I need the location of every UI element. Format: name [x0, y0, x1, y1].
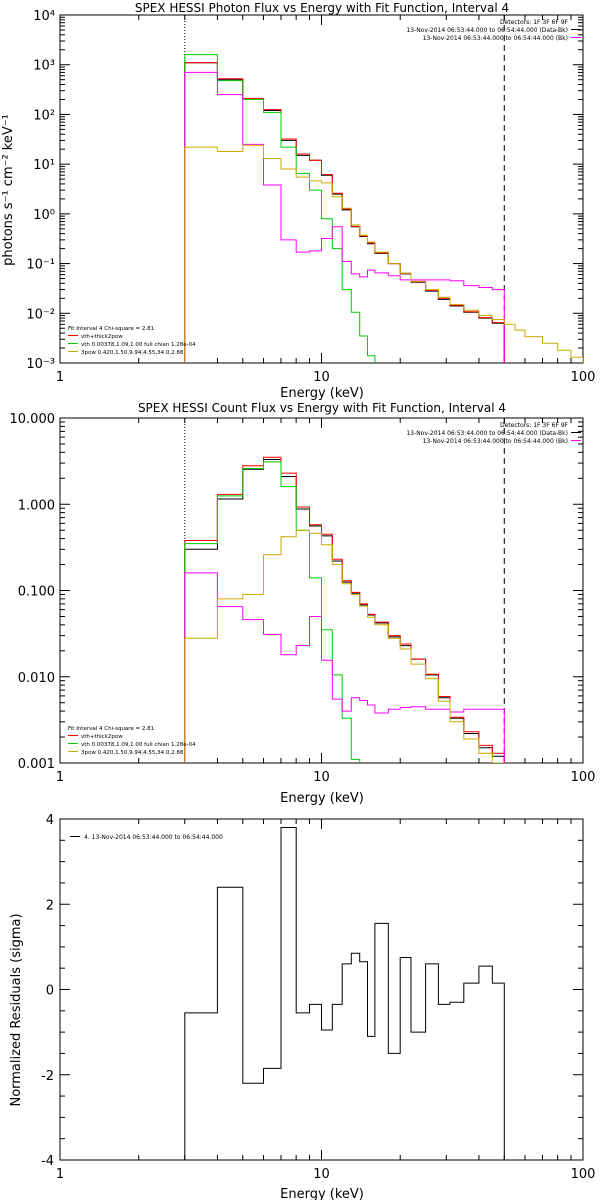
series-line-2 — [184, 461, 361, 763]
photon-flux-y-axis-label: photons s⁻¹ cm⁻² keV⁻¹ — [1, 114, 16, 266]
y-tick-label: 10⁰ — [33, 208, 55, 223]
photon-flux-x-axis-label: Energy (keV) — [280, 386, 364, 401]
topright-legend-label: 13-Nov-2014 06:53:44.000 to 06:54:44.000… — [423, 35, 568, 42]
residuals-x-axis-label: Energy (keV) — [280, 1187, 364, 1200]
y-tick-label: 2 — [46, 898, 54, 913]
y-tick-label: -4 — [41, 1154, 54, 1169]
topright-legend-label: 13-Nov-2014 06:53:44.000 to 06:54:44.000… — [406, 430, 568, 437]
photon-flux-title: SPEX HESSI Photon Flux vs Energy with Fi… — [135, 1, 509, 15]
bottomleft-legend-label: vth+thick2pow — [81, 334, 123, 340]
series-line-1 — [184, 62, 505, 363]
series-line-4 — [184, 144, 583, 363]
series-line-2 — [184, 54, 376, 363]
x-tick-label: 10 — [313, 370, 330, 385]
y-tick-label: 10⁴ — [33, 9, 55, 24]
series-line-4 — [184, 529, 505, 763]
x-tick-label: 1 — [56, 370, 64, 385]
x-tick-label: 10 — [313, 770, 330, 785]
bottomleft-legend-label: vth 0.00378,1.09,1.00 full chian 1.28e-0… — [81, 342, 196, 348]
photon-flux-plot-area: 1 10 100 10⁻³ 10⁻² 10⁻¹ 10⁰ 10¹ 10² 10³ 10⁴ Detecto… — [26, 9, 595, 385]
x-tick-label: 1 — [56, 1167, 64, 1182]
topright-legend-label: 13-Nov-2014 06:53:44.000 to 06:54:44.000… — [406, 27, 568, 34]
topright-legend-label: 13-Nov-2014 06:53:44.000 to 06:54:44.000… — [423, 438, 568, 445]
y-tick-label: 0 — [46, 984, 54, 999]
y-tick-label: -2 — [41, 1069, 54, 1084]
y-tick-label: 0.001 — [18, 757, 55, 772]
y-tick-label: 10⁻¹ — [26, 258, 55, 273]
count-flux-panel: SPEX HESSI Count Flux vs Energy with Fit… — [10, 401, 596, 806]
x-tick-label: 100 — [571, 770, 596, 785]
y-tick-label: 10⁻² — [26, 307, 55, 322]
bottomleft-legend-label: vth 0.00378,1.09,1.00 full chian 1.28e-0… — [81, 742, 196, 748]
residuals-y-axis-label: Normalized Residuals (sigma) — [9, 913, 24, 1106]
y-tick-label: 10.000 — [10, 412, 56, 427]
count-flux-title: SPEX HESSI Count Flux vs Energy with Fit… — [138, 401, 506, 415]
series-line-3 — [184, 71, 505, 363]
count-flux-x-axis-label: Energy (keV) — [280, 791, 364, 806]
bottomleft-legend-label: 3pow 0.420,1.50,9.94,4.55,34.0,2.88 — [81, 350, 184, 356]
count-flux-plot-area: 1 10 100 0.001 0.010 0.100 1.000 10.000 Detector… — [10, 412, 596, 785]
bottomleft-legend-label: Fit Interval 4 Chi-square = 2.81 — [68, 326, 154, 332]
y-tick-label: 10⁻³ — [26, 357, 55, 372]
y-tick-label: 0.100 — [18, 585, 55, 600]
series-line-0 — [184, 827, 505, 1160]
y-tick-label: 0.010 — [18, 671, 55, 686]
y-tick-label: 1.000 — [18, 498, 55, 513]
series-line-1 — [184, 456, 505, 763]
series-line-3 — [184, 572, 505, 763]
series-line-0 — [184, 62, 505, 363]
bottomleft-legend-label: Fit Interval 4 Chi-square = 2.81 — [68, 726, 154, 732]
residuals-panel: Normalized Residuals (sigma) Energy (keV… — [9, 813, 595, 1200]
y-tick-label: 4 — [46, 813, 54, 828]
topright-legend-label: Detectors: 1F 3F 6F 9F — [500, 422, 569, 429]
y-tick-label: 10¹ — [33, 158, 55, 173]
bottomleft-legend-label: 3pow 0.420,1.50,9.94,4.55,34.0,2.88 — [81, 750, 184, 756]
x-tick-label: 100 — [571, 370, 596, 385]
y-tick-label: 10² — [33, 108, 55, 123]
bottomleft-legend-label: vth+thick2pow — [81, 734, 123, 740]
topright-legend-label: Detectors: 1F 3F 6F 9F — [500, 19, 569, 26]
x-tick-label: 1 — [56, 770, 64, 785]
series-line-0 — [184, 459, 505, 763]
x-tick-label: 100 — [571, 1167, 596, 1182]
photon-flux-panel: SPEX HESSI Photon Flux vs Energy with Fi… — [1, 1, 595, 401]
residual-legend-label: 4. 13-Nov-2014 06:53:44.000 to 06:54:44.… — [84, 834, 223, 841]
x-tick-label: 10 — [313, 1167, 330, 1182]
residuals-plot-area: 1 10 100 -4 -2 0 2 4 4. 13-Nov-2014 06:53:44.000… — [41, 813, 595, 1182]
y-tick-label: 10³ — [33, 59, 55, 74]
